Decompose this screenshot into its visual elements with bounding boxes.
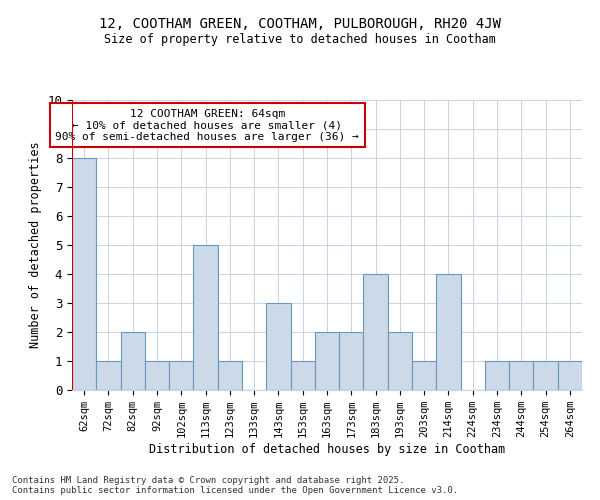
- X-axis label: Distribution of detached houses by size in Cootham: Distribution of detached houses by size …: [149, 443, 505, 456]
- Bar: [193, 245, 218, 390]
- Bar: [315, 332, 339, 390]
- Text: 12 COOTHAM GREEN: 64sqm
← 10% of detached houses are smaller (4)
90% of semi-det: 12 COOTHAM GREEN: 64sqm ← 10% of detache…: [55, 108, 359, 142]
- Bar: [558, 361, 582, 390]
- Bar: [533, 361, 558, 390]
- Bar: [96, 361, 121, 390]
- Bar: [72, 158, 96, 390]
- Bar: [364, 274, 388, 390]
- Bar: [169, 361, 193, 390]
- Bar: [509, 361, 533, 390]
- Text: Size of property relative to detached houses in Cootham: Size of property relative to detached ho…: [104, 32, 496, 46]
- Bar: [436, 274, 461, 390]
- Bar: [339, 332, 364, 390]
- Bar: [218, 361, 242, 390]
- Bar: [290, 361, 315, 390]
- Bar: [266, 303, 290, 390]
- Text: 12, COOTHAM GREEN, COOTHAM, PULBOROUGH, RH20 4JW: 12, COOTHAM GREEN, COOTHAM, PULBOROUGH, …: [99, 18, 501, 32]
- Y-axis label: Number of detached properties: Number of detached properties: [29, 142, 42, 348]
- Text: Contains HM Land Registry data © Crown copyright and database right 2025.
Contai: Contains HM Land Registry data © Crown c…: [12, 476, 458, 495]
- Bar: [388, 332, 412, 390]
- Bar: [145, 361, 169, 390]
- Bar: [412, 361, 436, 390]
- Bar: [121, 332, 145, 390]
- Bar: [485, 361, 509, 390]
